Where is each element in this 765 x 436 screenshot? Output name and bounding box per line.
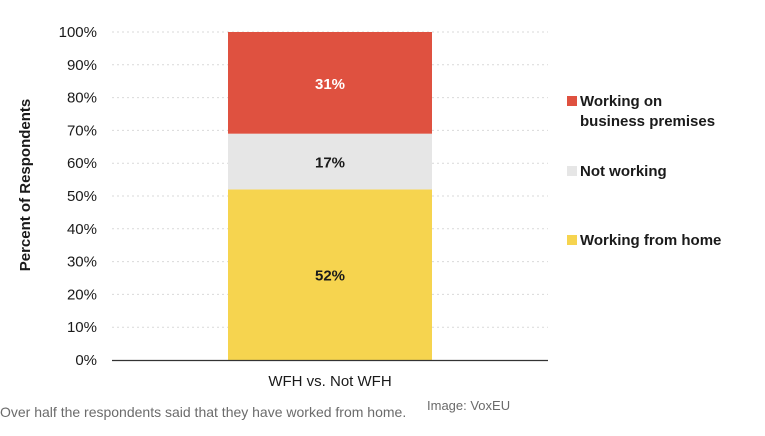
legend: Working on business premises Not working Wo… (567, 93, 721, 249)
x-tick-label: WFH vs. Not WFH (268, 373, 391, 390)
legend-swatch (567, 96, 577, 106)
y-tick-label: 30% (67, 254, 97, 271)
data-label: 17% (315, 155, 345, 172)
y-axis: 0% 10% 20% 30% 40% 50% 60% 70% 80% 90% 100% (59, 24, 97, 369)
y-tick-label: 60% (67, 155, 97, 172)
segment-labels: 52% 17% 31% (315, 76, 345, 285)
data-label: 52% (315, 268, 345, 285)
y-tick-label: 70% (67, 122, 97, 139)
bar-segment (228, 133, 432, 190)
legend-label: Working from home (580, 232, 721, 249)
bar-segment (228, 32, 432, 134)
figure-caption: Over half the respondents said that they… (0, 404, 407, 420)
y-tick-label: 100% (59, 24, 97, 41)
y-tick-label: 20% (67, 286, 97, 303)
legend-label: Not working (580, 163, 667, 180)
y-tick-label: 50% (67, 188, 97, 205)
y-tick-label: 0% (75, 352, 97, 369)
y-tick-label: 10% (67, 319, 97, 336)
y-axis-title: Percent of Respondents (17, 99, 34, 272)
legend-label: Working on (580, 93, 662, 110)
y-tick-label: 40% (67, 221, 97, 238)
bar-stack (228, 32, 432, 360)
y-tick-label: 80% (67, 90, 97, 107)
legend-swatch (567, 235, 577, 245)
bar-segment (228, 189, 432, 360)
legend-swatch (567, 166, 577, 176)
legend-label: business premises (580, 113, 715, 130)
y-tick-label: 90% (67, 57, 97, 74)
x-axis: WFH vs. Not WFH (112, 359, 548, 390)
data-label: 31% (315, 76, 345, 93)
image-credit: Image: VoxEU (427, 398, 511, 413)
